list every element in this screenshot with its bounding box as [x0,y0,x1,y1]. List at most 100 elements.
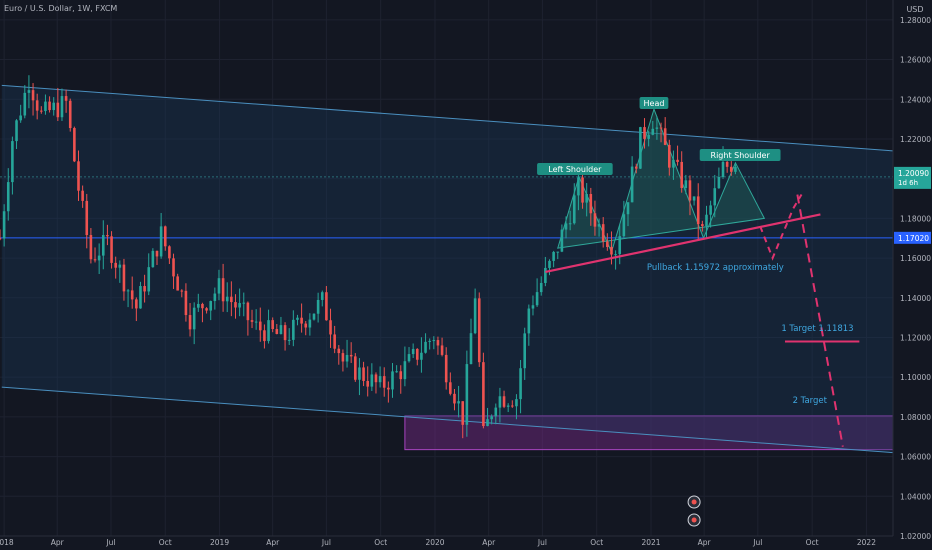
candle-body [395,371,398,373]
left-shoulder-label-bg [537,163,613,175]
candle-body [440,345,444,355]
candle-body [680,161,684,188]
candle-body [354,356,357,380]
candle-body [721,161,725,177]
candle-body [705,214,708,227]
candle-body [432,340,436,342]
candle-body [147,267,151,292]
candle-body [461,401,465,425]
candle-body [655,127,659,129]
candle-body [469,333,473,365]
target-zone [404,415,894,451]
y-tick-label: 1.10000 [900,373,931,382]
candle-body [52,102,56,111]
candle-body [139,286,142,309]
right-shoulder-label-bg [699,149,781,161]
candle-body [614,254,617,256]
candle-body [692,196,696,201]
candles [0,75,737,439]
symbol-title[interactable]: Euro / U.S. Dollar, 1W, FXCM [4,4,118,13]
candle-body [93,259,97,261]
candle-body [494,407,498,417]
candle-body [523,333,527,369]
candle-body [527,308,531,334]
channel-upper-line [1,84,894,152]
candle-body [122,264,126,292]
candle-body [101,235,105,256]
candle-body [197,303,200,308]
candle-body [56,102,60,118]
candle-body [155,250,159,257]
candle-body [292,319,295,340]
pullback-projection [759,194,803,261]
candle-body [668,144,671,168]
candle-body [325,292,328,321]
candle-body [634,166,638,169]
candle-body [192,307,196,330]
y-tick-label: 1.02000 [900,532,931,541]
candle-body [544,267,547,283]
target-zone-layer [404,415,894,451]
x-tick-label: Oct [590,538,603,547]
candle-body [126,290,130,292]
y-tick-label: 1.18000 [900,214,931,223]
candle-body [647,134,650,139]
candle-body [209,301,213,311]
pullback-label: Pullback 1.15972 approximately [647,263,784,273]
candle-body [651,128,655,135]
candle-body [275,329,279,334]
candle-body [610,246,613,255]
x-tick-label: Jul [537,538,547,547]
y-tick-label: 1.16000 [900,254,931,263]
candle-body [159,226,163,257]
candle-body [688,180,692,201]
candle-body [11,141,14,183]
candle-body [387,387,390,390]
current-price-value: 1.20090 [898,169,929,178]
candle-body [349,354,353,357]
head-label-bg [639,97,669,109]
candle-body [238,303,241,308]
candle-body [506,405,510,407]
candle-body [618,236,622,255]
candle-body [85,200,89,236]
candle-body [341,353,345,362]
candle-body [490,416,493,420]
candle-body [213,293,217,302]
candle-body [287,339,291,341]
candle-body [457,401,460,404]
candle-body [48,101,51,111]
candle-body [151,250,155,268]
x-tick-label: 2019 [210,538,229,547]
candle-body [539,282,543,293]
candle-body [399,371,403,380]
candle-body [89,235,93,260]
candle-body [577,177,580,196]
candle-body [176,276,179,291]
candle-body [221,278,225,302]
channel-lower-line [1,386,894,454]
candle-body [320,292,324,300]
candle-body [424,341,427,353]
candle-body [436,340,440,346]
candle-body [27,90,31,93]
candle-body [242,302,246,304]
candle-body [230,296,233,303]
x-tick-label: 2018 [0,538,14,547]
candle-body [477,298,481,363]
candle-body [267,320,270,342]
candle-body [254,321,258,323]
candle-body [622,214,626,237]
candle-body [672,159,675,168]
candle-body [168,246,171,259]
candle-body [502,396,506,407]
candle-body [263,330,266,342]
target-projection [796,194,844,447]
candle-body [77,161,80,191]
candle-body [296,317,299,320]
candle-body [184,290,188,316]
candle-body [552,251,555,261]
candle-body [725,161,729,167]
